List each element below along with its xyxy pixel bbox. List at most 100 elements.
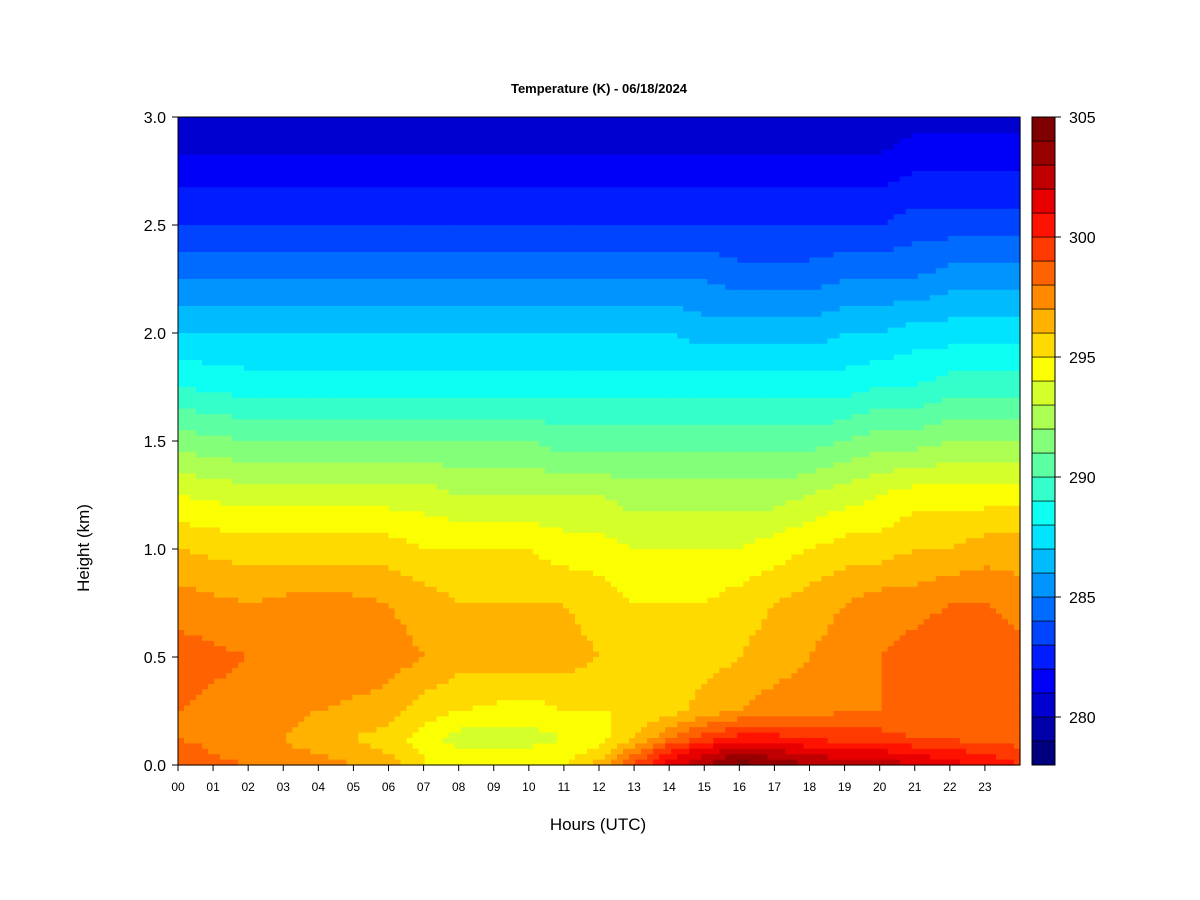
heatmap-cell (941, 279, 949, 285)
heatmap-cell (743, 246, 750, 253)
heatmap-cell (538, 187, 546, 194)
heatmap-cell (929, 127, 937, 134)
heatmap-cell (809, 187, 817, 194)
heatmap-cell (196, 262, 203, 269)
heatmap-cell (785, 268, 793, 275)
heatmap-cell (220, 214, 227, 221)
heatmap-cell (605, 306, 612, 312)
heatmap-cell (761, 279, 768, 285)
heatmap-cell (322, 117, 329, 123)
heatmap-cell (394, 241, 402, 248)
heatmap-cell (478, 149, 486, 156)
heatmap-cell (220, 235, 227, 242)
heatmap-cell (767, 176, 775, 183)
heatmap-cell (400, 208, 408, 215)
heatmap-cell (220, 192, 227, 199)
heatmap-cell (562, 133, 570, 140)
heatmap-cell (893, 284, 901, 291)
heatmap-cell (683, 306, 690, 312)
heatmap-cell (653, 165, 660, 172)
heatmap-cell (592, 149, 600, 156)
heatmap-cell (550, 219, 558, 226)
heatmap-cell (442, 289, 450, 296)
heatmap-cell (617, 176, 624, 183)
heatmap-cell (178, 235, 185, 242)
heatmap-cell (731, 262, 738, 269)
heatmap-cell (178, 160, 185, 167)
heatmap-cell (989, 252, 997, 258)
heatmap-cell (532, 295, 540, 302)
heatmap-cell (983, 165, 991, 172)
heatmap-cell (436, 187, 444, 194)
heatmap-cell (466, 122, 474, 129)
heatmap-cell (358, 160, 366, 167)
heatmap-cell (977, 171, 985, 177)
heatmap-cell (827, 127, 835, 134)
heatmap-cell (695, 252, 702, 258)
heatmap-cell (611, 181, 618, 188)
heatmap-cell (1007, 289, 1015, 296)
heatmap-cell (863, 252, 871, 258)
heatmap-cell (496, 176, 504, 183)
heatmap-cell (250, 203, 257, 210)
heatmap-cell (941, 289, 949, 296)
heatmap-cell (647, 279, 654, 285)
heatmap-cell (256, 138, 263, 145)
heatmap-cell (629, 306, 636, 312)
heatmap-cell (292, 241, 299, 248)
heatmap-cell (953, 241, 961, 248)
heatmap-cell (611, 192, 618, 199)
heatmap-cell (322, 176, 329, 183)
heatmap-cell (959, 284, 967, 291)
heatmap-cell (376, 284, 384, 291)
heatmap-cell (857, 208, 865, 215)
heatmap-cell (376, 262, 384, 269)
heatmap-cell (881, 235, 889, 242)
heatmap-cell (1007, 284, 1015, 291)
heatmap-cell (280, 252, 287, 258)
heatmap-cell (809, 203, 817, 210)
heatmap-cell (424, 187, 432, 194)
heatmap-cell (827, 230, 835, 237)
heatmap-cell (514, 241, 522, 248)
heatmap-cell (995, 284, 1003, 291)
heatmap-cell (761, 117, 768, 123)
heatmap-cell (514, 133, 522, 140)
heatmap-cell (695, 300, 702, 307)
heatmap-cell (647, 122, 654, 129)
heatmap-cell (478, 117, 486, 123)
heatmap-cell (304, 273, 311, 280)
heatmap-cell (418, 295, 426, 302)
heatmap-cell (689, 246, 696, 253)
heatmap-cell (304, 246, 311, 253)
heatmap-cell (274, 122, 281, 129)
heatmap-cell (959, 160, 967, 167)
heatmap-cell (442, 149, 450, 156)
heatmap-cell (707, 268, 714, 275)
heatmap-cell (857, 262, 865, 269)
heatmap-cell (406, 306, 414, 312)
heatmap-cell (1013, 241, 1021, 248)
heatmap-cell (292, 300, 299, 307)
heatmap-cell (274, 165, 281, 172)
heatmap-cell (346, 225, 354, 231)
heatmap-cell (905, 133, 913, 140)
heatmap-cell (352, 187, 360, 194)
heatmap-cell (809, 246, 817, 253)
heatmap-cell (244, 122, 251, 129)
heatmap-cell (562, 230, 570, 237)
heatmap-cell (586, 252, 594, 258)
heatmap-cell (1013, 171, 1021, 177)
heatmap-cell (328, 117, 335, 123)
heatmap-cell (941, 252, 949, 258)
heatmap-cell (731, 289, 738, 296)
heatmap-cell (568, 295, 576, 302)
heatmap-cell (935, 284, 943, 291)
heatmap-cell (484, 198, 492, 204)
heatmap-cell (779, 144, 787, 150)
heatmap-cell (779, 262, 787, 269)
heatmap-cell (328, 262, 335, 269)
heatmap-cell (232, 273, 239, 280)
heatmap-cell (286, 181, 293, 188)
heatmap-cell (280, 122, 287, 129)
